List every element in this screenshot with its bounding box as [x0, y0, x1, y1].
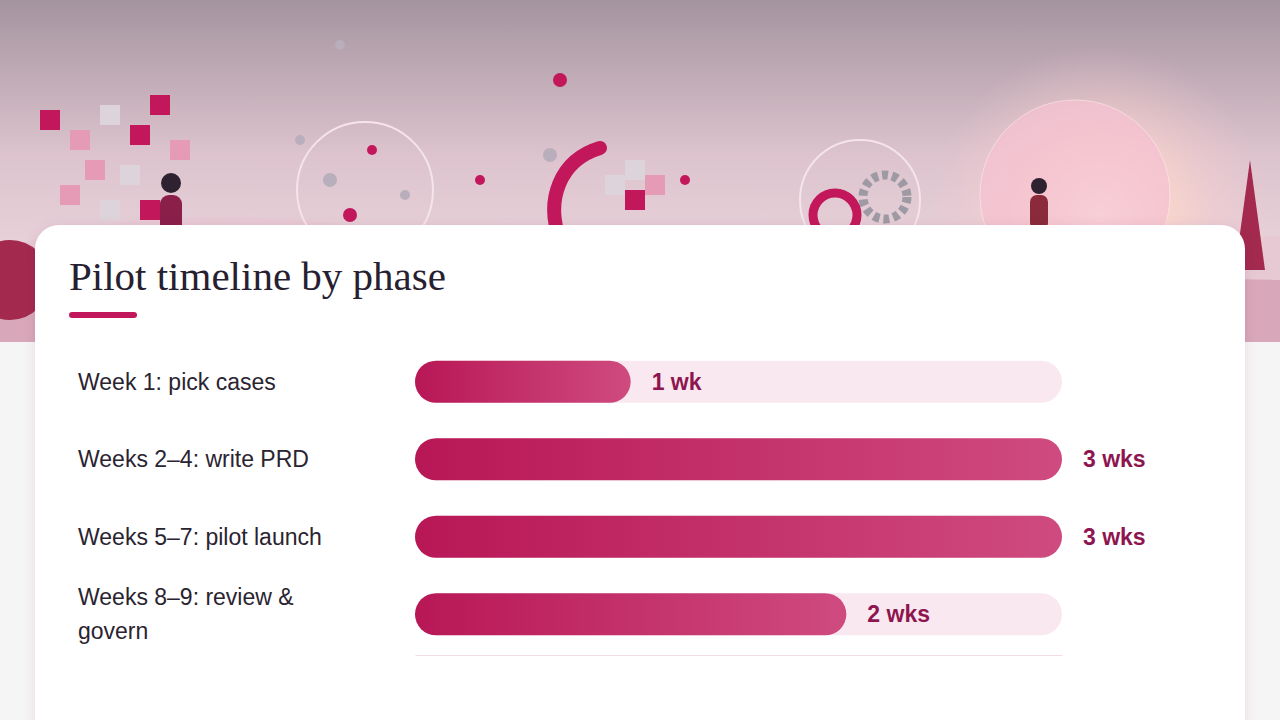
cube: [170, 140, 190, 160]
cube: [60, 185, 80, 205]
category-label: Weeks 5–7: pilot launch: [78, 524, 322, 550]
bar: [415, 593, 846, 635]
cube: [605, 175, 625, 195]
cube: [100, 200, 120, 220]
category-label: Weeks 8–9: review & govern: [78, 584, 294, 644]
node-dot: [343, 208, 357, 222]
cube: [100, 105, 120, 125]
page: Pilot timeline by phase Week 1: pick case…: [0, 0, 1280, 720]
category-label-line: govern: [78, 618, 148, 644]
bar: [415, 361, 631, 403]
x-axis: [416, 655, 1063, 656]
y-tick: Weeks 2–4: write PRD: [78, 446, 309, 472]
plot-area: [415, 361, 1062, 636]
cube: [85, 160, 105, 180]
card: [35, 225, 1245, 720]
figure: [161, 173, 181, 193]
data-label: 3 wks: [1083, 524, 1146, 550]
node-dot: [323, 173, 337, 187]
chart-svg: Pilot timeline by phase Week 1: pick case…: [0, 0, 1280, 720]
cube: [40, 110, 60, 130]
figure: [1031, 178, 1047, 194]
node-dot: [400, 190, 410, 200]
node-dot: [475, 175, 485, 185]
bar-track: [415, 516, 1062, 558]
data-label: 3 wks: [1083, 446, 1146, 472]
figure: [1030, 195, 1048, 230]
cube: [130, 125, 150, 145]
y-tick: Weeks 8–9: review & govern: [78, 584, 294, 644]
category-label: Weeks 2–4: write PRD: [78, 446, 309, 472]
cube: [625, 160, 645, 180]
bar: [415, 438, 1062, 480]
node-dot: [553, 73, 567, 87]
bar-track: [415, 593, 1062, 635]
category-label: Week 1: pick cases: [78, 369, 276, 395]
node-dot: [367, 145, 377, 155]
y-axis: Week 1: pick cases Weeks 2–4: write PRD We…: [78, 369, 322, 645]
cube: [70, 130, 90, 150]
chart-title: Pilot timeline by phase: [69, 253, 446, 299]
cube: [645, 175, 665, 195]
x-axis-line: [416, 655, 1063, 656]
data-labels: 1 wk 3 wks 3 wks 2 wks: [652, 369, 1146, 628]
y-tick: Weeks 5–7: pilot launch: [78, 524, 322, 550]
data-label: 2 wks: [867, 601, 930, 627]
node-dot: [680, 175, 690, 185]
node-dot: [543, 148, 557, 162]
bar-track: [415, 438, 1062, 480]
node-dot: [335, 40, 345, 50]
cube: [150, 95, 170, 115]
bar-track: [415, 361, 1062, 403]
node-dot: [295, 135, 305, 145]
gear: [863, 175, 907, 219]
cube: [120, 165, 140, 185]
cube: [140, 200, 160, 220]
y-tick: Week 1: pick cases: [78, 369, 276, 395]
data-label: 1 wk: [652, 369, 702, 395]
category-label-line: Weeks 8–9: review &: [78, 584, 294, 610]
bar: [415, 516, 1062, 558]
cube: [625, 190, 645, 210]
title-accent: [69, 312, 137, 318]
